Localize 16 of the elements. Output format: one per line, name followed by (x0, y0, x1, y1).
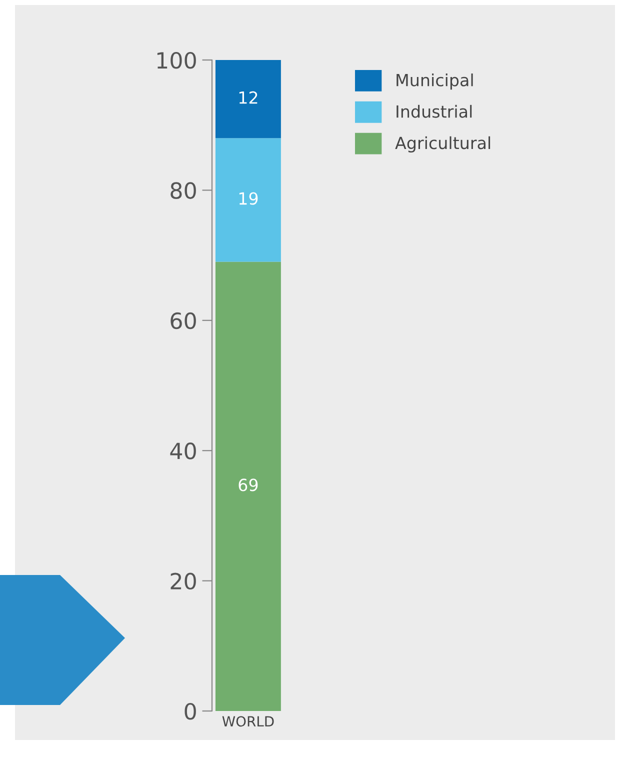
legend-label: Industrial (396, 104, 472, 118)
data-label: 12 (239, 91, 258, 104)
y-tick-label: 60 (170, 312, 196, 330)
y-tick-label: 40 (170, 442, 196, 460)
legend-label: Municipal (396, 74, 473, 90)
data-label: 19 (239, 192, 258, 205)
bar (215, 138, 281, 262)
y-tick-label: 0 (184, 702, 196, 720)
bar (215, 60, 281, 138)
y-tick-label: 100 (157, 52, 196, 69)
data-label: 69 (238, 478, 258, 492)
y-tick-label: 80 (170, 182, 196, 199)
legend-label: Agricultural (395, 136, 490, 152)
x-tick-label: WORLD (222, 716, 274, 727)
y-tick-label: 20 (170, 572, 196, 590)
bar (215, 262, 281, 711)
